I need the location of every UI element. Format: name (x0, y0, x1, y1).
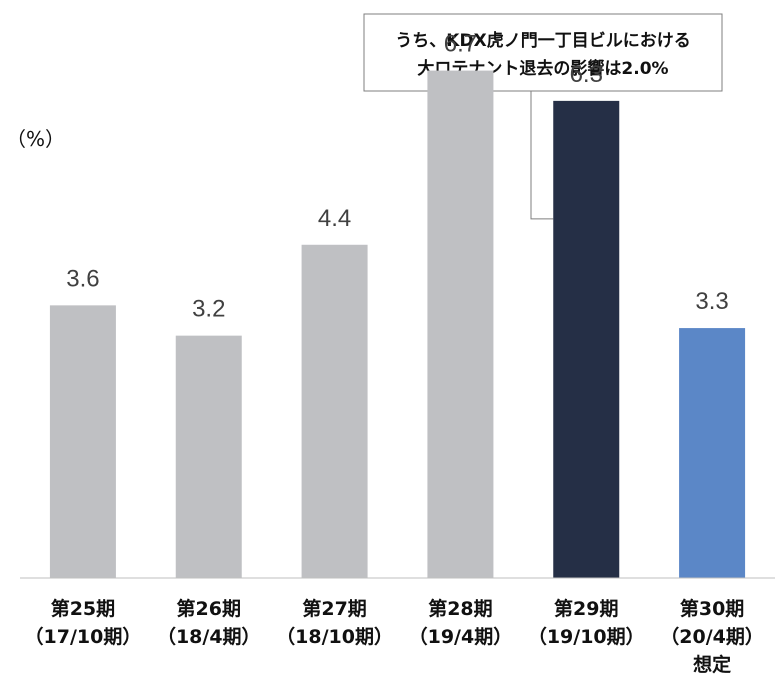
annotation-box (363, 13, 723, 92)
value-label-1: 3.6 (66, 265, 99, 292)
value-label-3: 4.4 (318, 205, 351, 232)
bar-3 (301, 244, 368, 579)
bar-6 (679, 328, 746, 578)
category-label-1-line-2: （17/10期） (25, 625, 142, 648)
category-label-6-line-3: 想定 (693, 653, 731, 676)
category-label-5-line-1: 第29期 (554, 597, 618, 620)
category-labels-group: 第25期 （17/10期） 第26期 （18/4期） 第27期 （18/10期） 第28期 （… (25, 597, 764, 676)
category-label-1-line-1: 第25期 (51, 597, 115, 620)
value-label-4: 6.7 (444, 31, 477, 58)
bar-2 (175, 335, 242, 578)
value-label-6: 3.3 (695, 288, 728, 315)
category-label-4-line-1: 第28期 (428, 597, 492, 620)
y-axis-unit-label: （%） (6, 127, 65, 151)
value-label-5: 6.3 (570, 61, 603, 88)
category-label-4-line-2: （19/4期） (409, 625, 513, 648)
category-label-5-line-2: （19/10期） (528, 625, 645, 648)
bar-5 (553, 100, 620, 578)
category-label-6-line-1: 第30期 (680, 597, 744, 620)
category-label-2-line-1: 第26期 (177, 597, 241, 620)
annotation-leader-line (530, 91, 554, 220)
bars-group (49, 70, 746, 579)
category-label-3-line-2: （18/10期） (276, 625, 393, 648)
bar-4 (427, 70, 494, 578)
annotation-line-1: うち、KDX虎ノ門一丁目ビルにおける (395, 31, 690, 51)
category-label-6-line-2: （20/4期） (660, 625, 764, 648)
category-label-2-line-2: （18/4期） (157, 625, 261, 648)
annotation-callout: うち、KDX虎ノ門一丁目ビルにおける 大ロテナント退去の影響は2.0% (363, 13, 723, 220)
value-label-2: 3.2 (192, 296, 225, 323)
category-label-3-line-1: 第27期 (302, 597, 366, 620)
bar-1 (49, 305, 116, 578)
value-labels-group: 3.6 3.2 4.4 6.7 6.3 3.3 (66, 31, 729, 323)
